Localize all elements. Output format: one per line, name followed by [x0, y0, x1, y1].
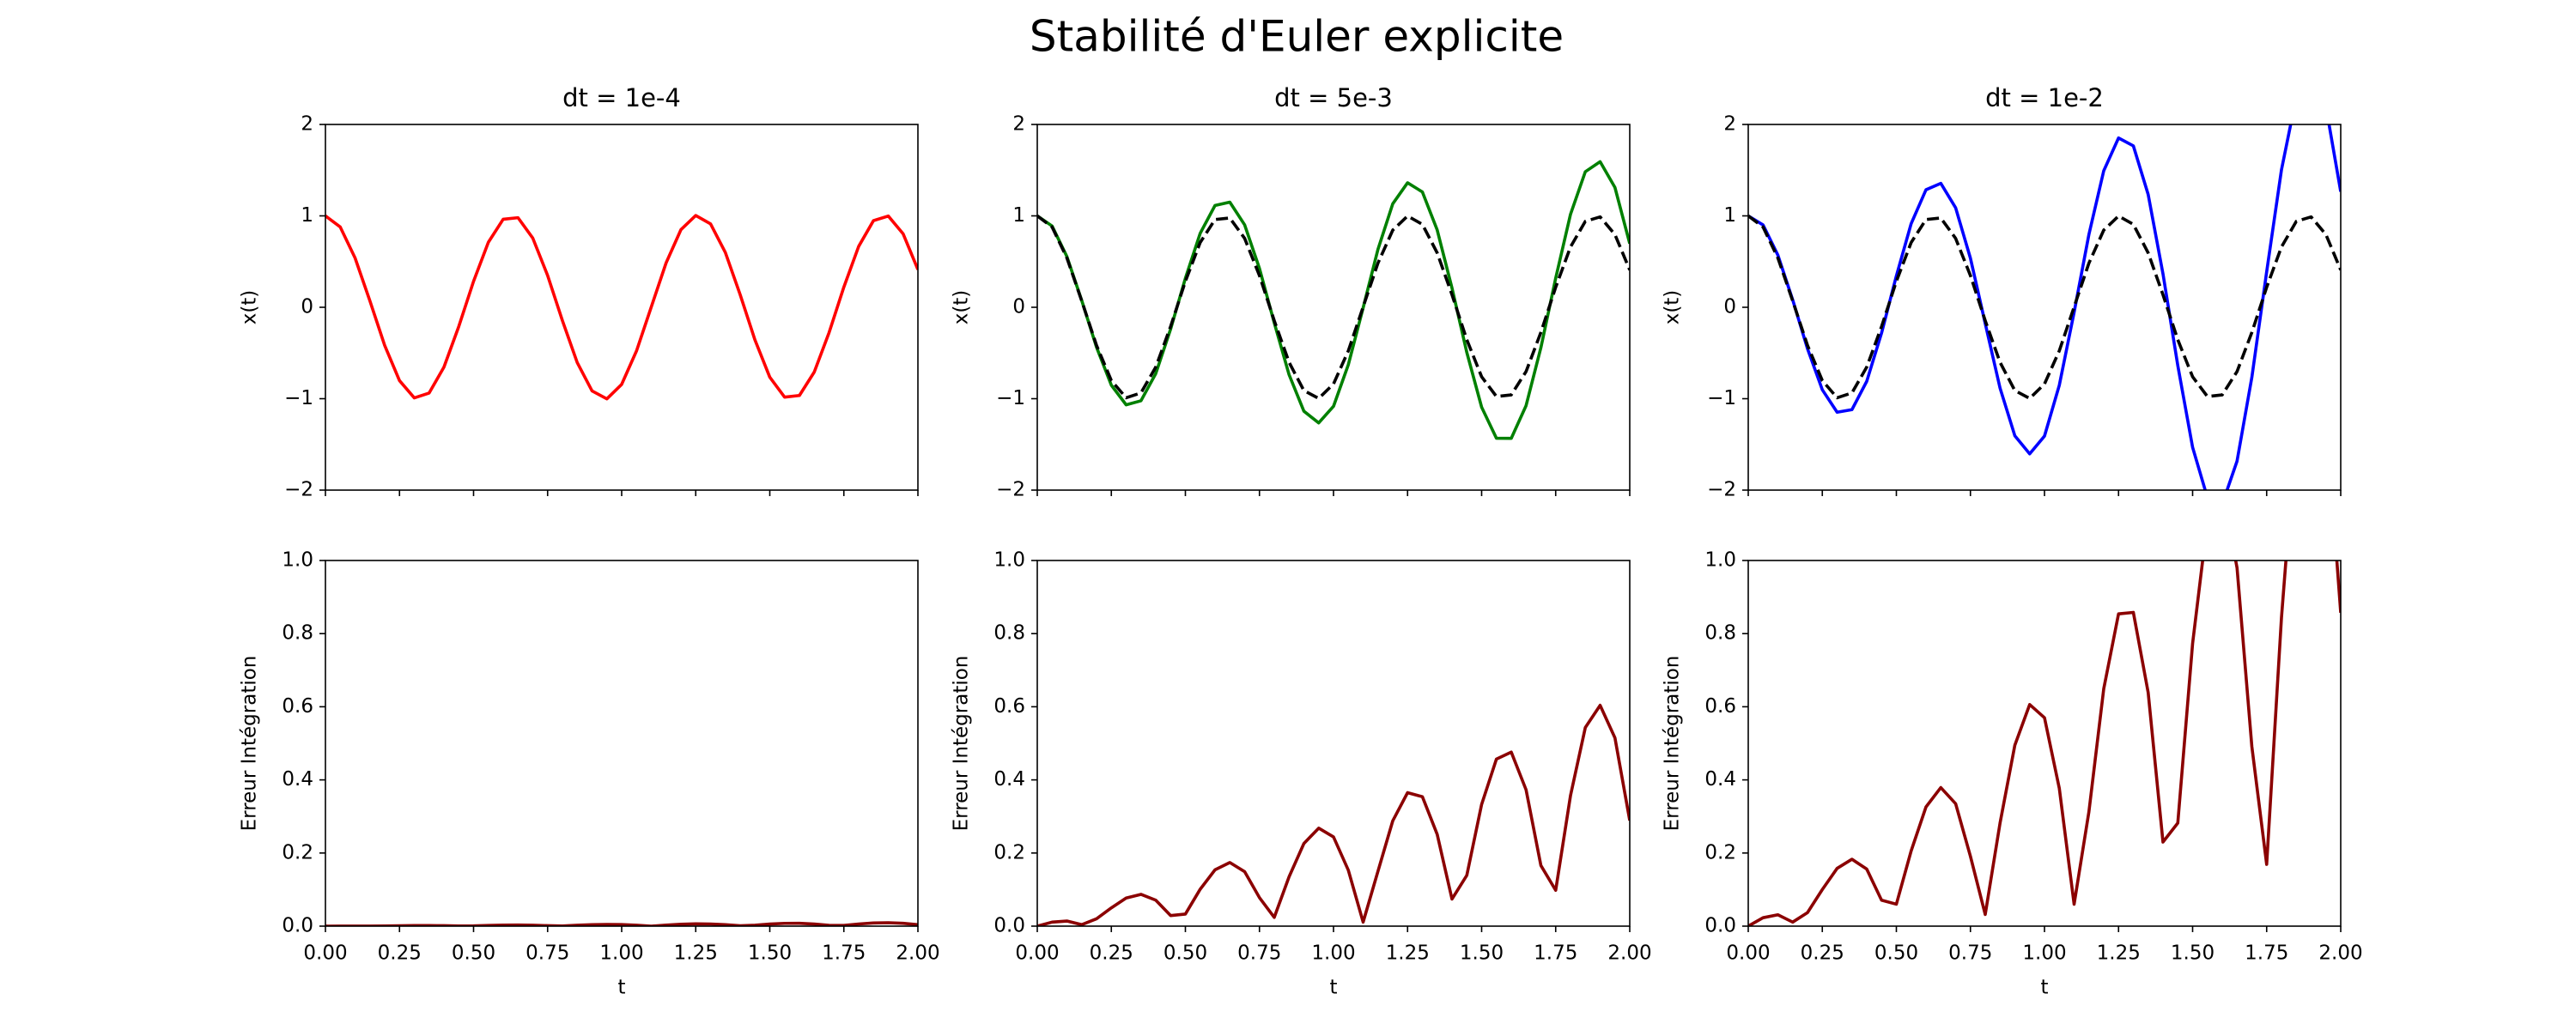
y-tick-label: 0	[1723, 296, 1736, 318]
x-tick-label: 1.50	[748, 942, 792, 965]
y-tick-label: 0.2	[1704, 841, 1736, 863]
y-tick-label: 0.6	[282, 695, 313, 718]
x-tick-label: 0.75	[1237, 942, 1281, 965]
y-tick-label: 2	[301, 113, 313, 136]
x-tick-label: 0.00	[1015, 942, 1059, 965]
y-tick-label: 0.8	[1704, 622, 1736, 645]
y-axis-label: x(t)	[951, 290, 973, 325]
y-tick-label: 1	[1723, 204, 1736, 227]
x-tick-label: 1.50	[2171, 942, 2215, 965]
y-axis-label: x(t)	[1662, 290, 1684, 325]
y-tick-label: 0.0	[282, 915, 313, 937]
y-axis-label: Erreur Intégration	[239, 656, 261, 832]
series-line	[1748, 124, 2341, 490]
x-tick-label: 0.75	[526, 942, 569, 965]
y-tick-label: 0	[1012, 296, 1025, 318]
y-tick-label: −1	[284, 387, 313, 409]
x-tick-label: 0.25	[1090, 942, 1133, 965]
y-tick-label: 0.4	[993, 768, 1025, 791]
y-tick-label: 0.0	[993, 915, 1025, 937]
y-tick-label: 1.0	[1704, 549, 1736, 572]
y-tick-label: −1	[996, 387, 1025, 409]
y-tick-label: −1	[1707, 387, 1736, 409]
y-tick-label: −2	[996, 479, 1025, 501]
x-tick-label: 2.00	[2318, 942, 2362, 965]
x-tick-label: 0.75	[1948, 942, 1992, 965]
y-tick-label: 0.4	[282, 768, 313, 791]
x-tick-label: 2.00	[1607, 942, 1651, 965]
x-tick-label: 0.25	[378, 942, 422, 965]
y-tick-label: 0.6	[1704, 695, 1736, 718]
y-tick-label: 2	[1723, 113, 1736, 136]
x-tick-label: 1.25	[1386, 942, 1430, 965]
y-tick-label: 0	[301, 296, 313, 318]
x-tick-label: 0.50	[452, 942, 495, 965]
x-tick-label: 1.50	[1460, 942, 1504, 965]
y-axis-label: Erreur Intégration	[951, 656, 973, 832]
y-tick-label: −2	[1707, 479, 1736, 501]
y-tick-label: 0.2	[993, 841, 1025, 863]
x-axis-label: t	[2040, 977, 2048, 999]
series-line	[1748, 560, 2341, 926]
figure-title: Stabilité d'Euler explicite	[1030, 12, 1564, 62]
y-tick-label: 0.8	[993, 622, 1025, 645]
y-axis-label: Erreur Intégration	[1662, 656, 1684, 832]
x-tick-label: 1.75	[822, 942, 866, 965]
x-tick-label: 0.00	[1726, 942, 1770, 965]
series-line	[1037, 214, 1630, 400]
x-tick-label: 1.25	[674, 942, 718, 965]
axes-title: dt = 1e-4	[562, 83, 681, 112]
axes-title: dt = 1e-2	[1985, 83, 2104, 112]
series-line	[1037, 160, 1630, 440]
x-tick-label: 1.00	[2022, 942, 2066, 965]
y-axis-label: x(t)	[239, 290, 261, 325]
y-tick-label: 1	[1012, 204, 1025, 227]
x-tick-label: 1.00	[599, 942, 643, 965]
y-tick-label: 0.0	[1704, 915, 1736, 937]
x-tick-label: 0.00	[303, 942, 347, 965]
y-tick-label: 0.2	[282, 841, 313, 863]
x-axis-label: t	[617, 977, 625, 999]
y-tick-label: 0.4	[1704, 768, 1736, 791]
series-line	[1037, 703, 1630, 926]
y-tick-label: −2	[284, 479, 313, 501]
y-tick-label: 1.0	[282, 549, 313, 572]
y-tick-label: 2	[1012, 113, 1025, 136]
x-tick-label: 0.25	[1801, 942, 1844, 965]
y-tick-label: 0.8	[282, 622, 313, 645]
x-tick-label: 2.00	[896, 942, 939, 965]
axes-title: dt = 5e-3	[1274, 83, 1393, 112]
x-tick-label: 1.75	[1534, 942, 1577, 965]
x-axis-label: t	[1329, 977, 1337, 999]
x-tick-label: 1.00	[1311, 942, 1355, 965]
x-tick-label: 1.75	[2245, 942, 2288, 965]
y-tick-label: 0.6	[993, 695, 1025, 718]
y-tick-label: 1.0	[993, 549, 1025, 572]
series-line	[325, 214, 918, 401]
x-tick-label: 0.50	[1163, 942, 1207, 965]
x-tick-label: 0.50	[1874, 942, 1918, 965]
x-tick-label: 1.25	[2097, 942, 2141, 965]
y-tick-label: 1	[301, 204, 313, 227]
series-line	[1748, 214, 2341, 400]
